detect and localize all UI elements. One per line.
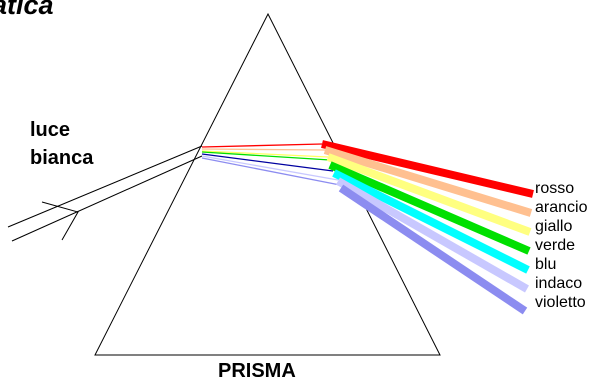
spectrum-beams xyxy=(321,140,534,315)
beam-giallo xyxy=(326,153,532,236)
arrowhead xyxy=(41,201,79,241)
beam-violetto xyxy=(338,184,528,315)
title-fragment: atica xyxy=(0,0,54,20)
spectrum-label-blu: blu xyxy=(535,256,556,273)
incoming-light-beam xyxy=(7,145,203,242)
white-light-label-line2: bianca xyxy=(30,147,94,169)
spectrum-label-indaco: indaco xyxy=(535,275,582,292)
white-light-label: luce bianca xyxy=(30,119,94,169)
spectrum-label-rosso: rosso xyxy=(535,180,574,197)
beam-indaco xyxy=(336,177,529,293)
beam-arancio xyxy=(323,146,533,217)
white-light-label-line1: luce xyxy=(30,119,70,141)
spectrum-label-violetto: violetto xyxy=(535,294,586,311)
beam-verde xyxy=(328,161,531,255)
spectrum-labels: rosso arancio giallo verde blu indaco violetto xyxy=(535,180,588,311)
prism-triangle xyxy=(94,12,441,356)
spectrum-label-arancio: arancio xyxy=(535,199,588,216)
internal-rays xyxy=(201,143,341,186)
beam-blu xyxy=(332,169,530,274)
beam-rosso xyxy=(321,140,534,198)
spectrum-label-verde: verde xyxy=(535,237,575,254)
spectrum-label-giallo: giallo xyxy=(535,218,572,235)
prism-label: PRISMA xyxy=(218,360,296,380)
